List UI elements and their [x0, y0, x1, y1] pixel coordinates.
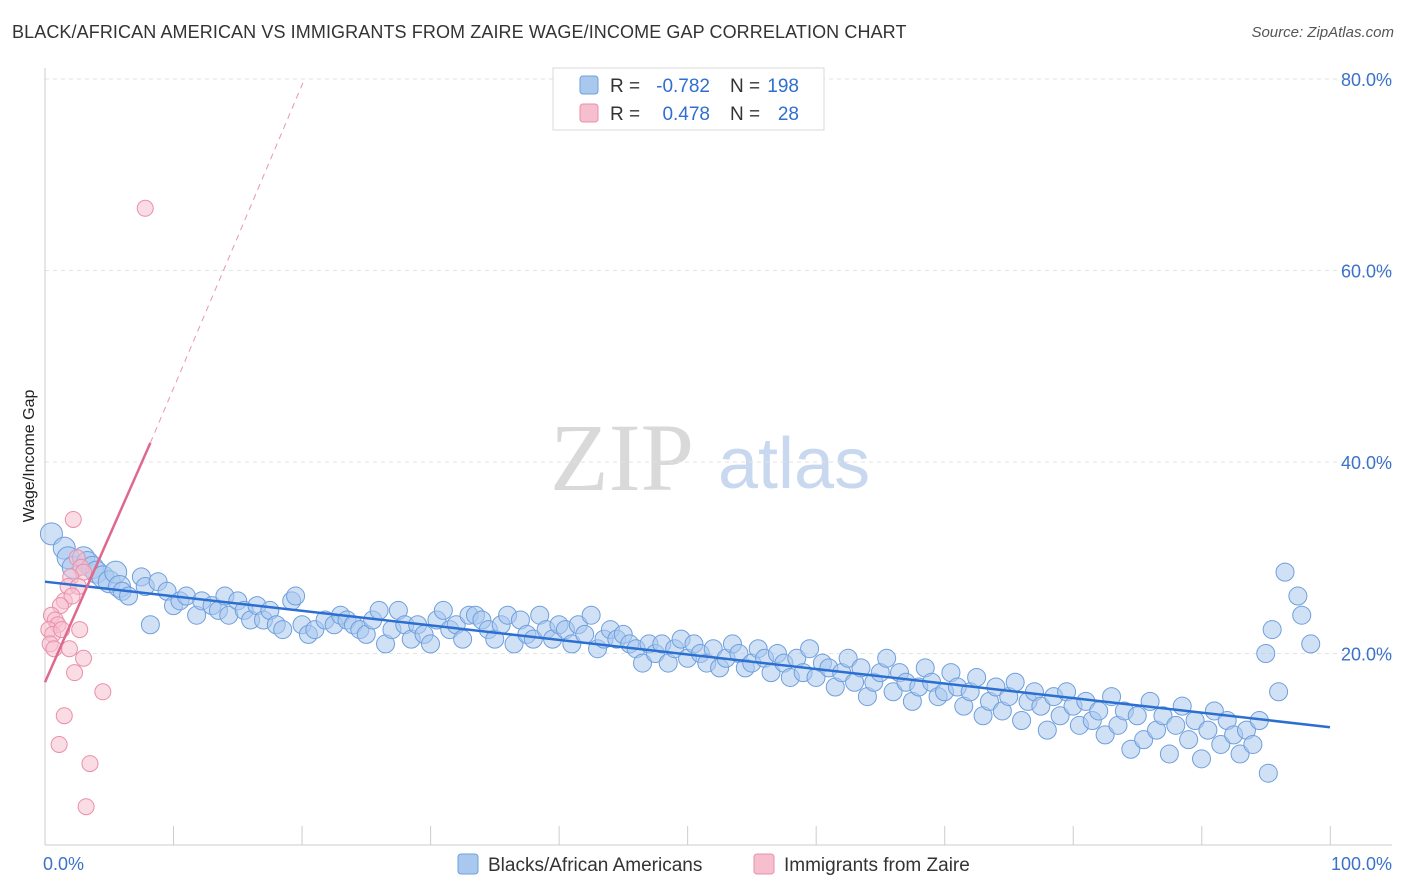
watermark-atlas: atlas	[718, 424, 870, 504]
blue-point	[421, 634, 440, 654]
blue-point	[581, 605, 601, 625]
legend-r-label-pink: R =	[610, 104, 640, 125]
stats-legend: R = -0.782 N = 198 R = 0.478 N = 28	[552, 67, 825, 131]
blue-point	[453, 629, 473, 649]
blue-point	[286, 586, 306, 606]
y-tick-label: 60.0%	[1341, 262, 1392, 282]
y-tick-label: 80.0%	[1341, 70, 1392, 90]
blue-point	[1258, 763, 1278, 783]
legend-r-value-blue: -0.782	[656, 76, 710, 97]
blue-point	[1301, 634, 1321, 654]
watermark-zip: ZIP	[550, 404, 694, 511]
blue-point	[1269, 682, 1289, 702]
blue-point	[877, 648, 897, 668]
pink-point	[81, 755, 99, 773]
trend-line-blue	[44, 580, 1331, 729]
legend-n-value-pink: 28	[778, 104, 799, 125]
x-ticks	[44, 826, 1331, 845]
x-tick-label-max: 100.0%	[1331, 854, 1392, 874]
pink-point	[50, 735, 68, 753]
series-immigrants-from-zaire	[40, 199, 154, 816]
pink-point	[71, 621, 89, 639]
blue-point	[1166, 715, 1186, 735]
bottom-legend-label-pink: Immigrants from Zaire	[784, 855, 970, 876]
blue-point	[838, 648, 858, 668]
source-credit: Source: ZipAtlas.com	[1251, 24, 1394, 41]
blue-point	[986, 677, 1006, 697]
blue-point	[273, 620, 293, 640]
blue-point	[562, 634, 582, 654]
pink-point	[66, 664, 84, 682]
blue-point	[1095, 725, 1115, 745]
pink-point	[94, 683, 112, 701]
blue-point	[1159, 744, 1179, 764]
trend-lines	[43, 78, 1331, 729]
trend-line-pink-extension	[149, 78, 306, 444]
blue-point	[1037, 720, 1057, 740]
blue-point	[1262, 620, 1282, 640]
axes	[44, 68, 1392, 846]
blue-point	[369, 600, 389, 620]
blue-point	[1121, 739, 1141, 759]
gridlines	[45, 78, 1392, 654]
blue-point	[1243, 734, 1263, 754]
bottom-legend-label-blue: Blacks/African Americans	[488, 855, 702, 876]
bottom-legend-swatch-blue	[457, 853, 479, 875]
blue-point	[1275, 562, 1295, 582]
blue-point	[1005, 672, 1025, 692]
blue-point	[967, 667, 987, 687]
blue-point	[140, 615, 160, 635]
bottom-legend-swatch-pink	[753, 853, 775, 875]
blue-point	[575, 624, 595, 644]
y-tick-label: 40.0%	[1341, 453, 1392, 473]
pink-point	[60, 640, 78, 658]
blue-point	[1050, 706, 1070, 726]
pink-point	[63, 587, 81, 605]
blue-point	[1192, 749, 1211, 769]
blue-point	[1256, 644, 1276, 663]
y-tick-label: 20.0%	[1341, 645, 1392, 665]
blue-point	[633, 653, 653, 673]
legend-n-label-blue: N =	[730, 76, 760, 97]
series-legend: Blacks/African Americans Immigrants from…	[457, 853, 970, 876]
pink-point	[64, 510, 82, 528]
x-tick-label-min: 0.0%	[43, 854, 84, 874]
blue-point	[39, 522, 63, 546]
pink-point	[77, 798, 95, 816]
legend-n-label-pink: N =	[730, 104, 760, 125]
blue-point	[1198, 720, 1218, 740]
blue-point	[1172, 696, 1192, 716]
blue-point	[800, 639, 820, 659]
legend-r-label-blue: R =	[610, 76, 640, 97]
blue-point	[1153, 706, 1173, 726]
pink-point	[136, 199, 154, 217]
blue-point	[1012, 711, 1032, 731]
legend-swatch-pink	[579, 103, 599, 123]
blue-point	[1179, 730, 1199, 750]
legend-n-value-blue: 198	[767, 76, 799, 97]
blue-point	[883, 682, 903, 702]
blue-point	[1292, 605, 1312, 625]
legend-swatch-blue	[579, 75, 599, 95]
blue-point	[1134, 730, 1154, 750]
blue-point	[1031, 696, 1051, 716]
blue-point	[1288, 586, 1308, 606]
trend-line-pink	[43, 442, 152, 683]
y-tick-labels: 20.0% 40.0% 60.0% 80.0%	[1341, 70, 1392, 665]
blue-point	[1211, 734, 1231, 754]
y-axis-label: Wage/Income Gap	[21, 390, 38, 523]
blue-point	[1230, 744, 1250, 764]
chart-title: BLACK/AFRICAN AMERICAN VS IMMIGRANTS FRO…	[12, 22, 907, 42]
blue-point	[433, 600, 453, 620]
pink-point	[75, 649, 93, 667]
pink-point	[55, 707, 73, 725]
legend-r-value-pink: 0.478	[662, 104, 710, 125]
blue-point	[1089, 701, 1109, 721]
blue-point	[1127, 706, 1147, 726]
